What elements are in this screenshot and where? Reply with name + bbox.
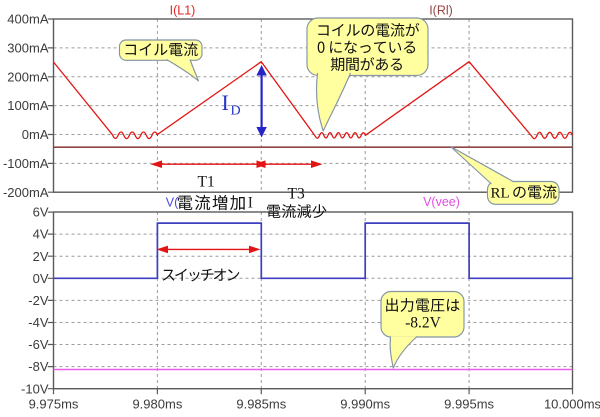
svg-text:I(L1): I(L1) — [170, 4, 196, 18]
svg-text:-2V: -2V — [28, 293, 49, 308]
svg-text:9.985ms: 9.985ms — [236, 397, 286, 412]
svg-text:T1: T1 — [198, 174, 215, 191]
svg-text:-10V: -10V — [21, 381, 49, 396]
svg-text:-8.2V: -8.2V — [405, 315, 442, 332]
svg-text:0V: 0V — [33, 271, 49, 286]
svg-text:V(vee): V(vee) — [423, 195, 460, 209]
svg-text:400mA: 400mA — [7, 12, 49, 27]
svg-text:10.000ms: 10.000ms — [544, 397, 600, 412]
svg-text:-4V: -4V — [28, 315, 49, 330]
svg-text:I: I — [248, 195, 253, 212]
svg-text:9.990ms: 9.990ms — [340, 397, 390, 412]
svg-text:2V: 2V — [33, 249, 49, 264]
svg-text:9.980ms: 9.980ms — [132, 397, 182, 412]
svg-text:300mA: 300mA — [7, 40, 49, 55]
svg-text:-100mA: -100mA — [3, 156, 49, 171]
svg-text:I: I — [222, 90, 229, 115]
svg-text:T3: T3 — [288, 186, 305, 203]
svg-text:D: D — [231, 104, 241, 119]
svg-text:V(: V( — [166, 196, 179, 210]
svg-text:200mA: 200mA — [7, 69, 49, 84]
svg-text:6V: 6V — [33, 205, 49, 220]
svg-text:RL: RL — [491, 186, 510, 202]
svg-text:-200mA: -200mA — [3, 185, 49, 200]
svg-text:-6V: -6V — [28, 337, 49, 352]
svg-text:4V: 4V — [33, 227, 49, 242]
svg-text:100mA: 100mA — [7, 98, 49, 113]
svg-text:0mA: 0mA — [22, 127, 49, 142]
svg-text:I(Rl): I(Rl) — [429, 4, 453, 18]
svg-text:9.975ms: 9.975ms — [29, 397, 79, 412]
svg-text:9.995ms: 9.995ms — [444, 397, 494, 412]
svg-text:-8V: -8V — [28, 359, 49, 374]
